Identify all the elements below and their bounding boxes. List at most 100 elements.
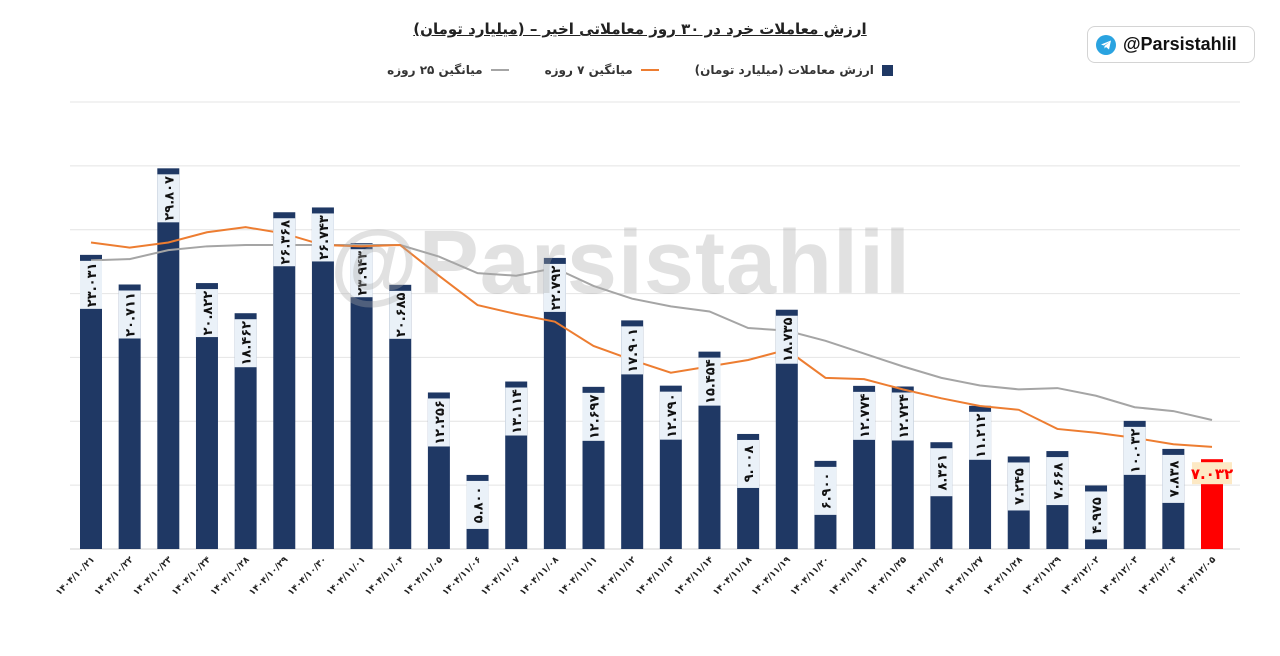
data-label-box <box>427 398 450 447</box>
data-label: ۱۲.۶۹۷ <box>588 394 603 439</box>
bar <box>234 313 257 549</box>
data-label-box <box>195 289 218 338</box>
data-label-box <box>775 315 798 364</box>
data-label: ۲۰.۷۱۱ <box>124 292 139 337</box>
bar <box>195 283 218 549</box>
bar <box>118 284 141 549</box>
data-label-box <box>814 466 837 515</box>
data-label-box <box>969 411 992 460</box>
x-tick-label: ۱۴۰۴/۱۰/۲۳ <box>132 555 175 598</box>
data-label-group: ۶.۹۰۰ <box>814 466 837 515</box>
data-label-box <box>543 263 566 312</box>
data-label-group: ۲۰.۷۱۱ <box>118 290 141 339</box>
legend: ارزش معاملات (میلیارد تومان) میانگین ۷ ر… <box>0 63 1280 77</box>
data-label: ۹.۰۰۸ <box>742 446 757 483</box>
data-label-group: ۲۳.۰۳۱ <box>80 260 102 309</box>
data-label: ۲۳.۹۴۳ <box>356 251 371 296</box>
brand-handle: @Parsistahlil <box>1123 34 1237 54</box>
legend-label: میانگین ۷ روزه <box>544 63 633 77</box>
bar <box>389 284 412 549</box>
data-label: ۱۲.۷۲۴ <box>897 394 912 439</box>
data-label-box <box>1046 457 1069 506</box>
bar <box>775 309 798 549</box>
data-label-box <box>80 260 102 309</box>
data-label: ۸.۳۶۱ <box>935 454 950 491</box>
data-label: ۲۰.۶۸۵ <box>394 292 409 337</box>
data-label: ۲۲.۷۹۲ <box>549 266 564 311</box>
data-label: ۲۰.۸۲۲ <box>201 291 216 336</box>
data-label-group: ۲۲.۷۹۲ <box>543 263 566 312</box>
x-tick-label: ۱۴۰۴/۱۰/۲۲ <box>93 555 136 598</box>
data-label-box <box>505 387 528 436</box>
data-label-box <box>157 174 180 223</box>
bar <box>621 320 644 549</box>
bar <box>273 212 296 549</box>
data-label-group: ۱۲.۶۹۷ <box>582 392 605 441</box>
legend-swatch-ma7 <box>640 69 659 71</box>
data-label: ۱۵.۴۵۴ <box>703 359 718 404</box>
data-label: ۷.۸۳۸ <box>1167 460 1182 497</box>
data-label-group: ۱۱.۲۱۲ <box>969 411 992 460</box>
data-label-box <box>389 290 412 339</box>
x-tick-label: ۱۴۰۴/۱۱/۰۱ <box>325 555 368 598</box>
x-tick-label: ۱۴۰۴/۱۰/۲۹ <box>248 555 291 598</box>
x-tick-label: ۱۴۰۴/۱۱/۱۲ <box>595 555 638 598</box>
data-label: ۱۸.۴۶۲ <box>240 321 255 366</box>
data-label-group: ۱۰.۰۳۲ <box>1123 426 1146 475</box>
data-label-group: ۱۸.۷۳۵ <box>775 315 798 364</box>
data-label-group: ۲۶.۷۴۳ <box>311 213 334 262</box>
data-label-box <box>737 439 760 488</box>
data-label-group: ۲۰.۶۸۵ <box>389 290 412 339</box>
data-label-box <box>621 326 644 375</box>
legend-item-bar: ارزش معاملات (میلیارد تومان) <box>695 63 893 77</box>
data-label-group: ۲۳.۹۴۳ <box>350 249 373 298</box>
data-label: ۲۳.۰۳۱ <box>85 263 100 308</box>
x-tick-label: ۱۴۰۴/۱۱/۰۷ <box>480 555 523 598</box>
data-label-group: ۱۲.۲۵۶ <box>427 398 450 447</box>
data-label-group: ۸.۳۶۱ <box>930 448 953 497</box>
bar <box>157 168 180 549</box>
bar <box>350 243 373 549</box>
data-label-box <box>582 392 605 441</box>
legend-item-ma7: میانگین ۷ روزه <box>545 63 659 77</box>
data-label-box <box>1192 462 1232 485</box>
data-label: ۱۸.۷۳۵ <box>781 317 796 362</box>
x-tick-label: ۱۴۰۴/۱۱/۰۴ <box>364 555 407 598</box>
data-label: ۱۱.۲۱۲ <box>974 413 989 458</box>
data-label: ۷.۶۶۸ <box>1051 463 1066 500</box>
data-label-box <box>930 448 953 497</box>
chart-title: ارزش معاملات خرد در ۳۰ روز معاملاتی اخیر… <box>0 20 1280 38</box>
x-tick-label: ۱۴۰۴/۱۱/۰۶ <box>441 555 484 598</box>
chart-title-text: ارزش معاملات خرد در ۳۰ روز معاملاتی اخیر… <box>413 20 867 38</box>
data-label-group: ۱۲.۷۲۴ <box>891 392 914 441</box>
data-label: ۱۷.۹۰۱ <box>626 328 641 373</box>
data-label-group: ۱۲.۷۹۰ <box>659 391 682 440</box>
data-label-group: ۱۵.۴۵۴ <box>698 357 721 406</box>
x-tick-label: ۱۴۰۴/۱۱/۰۸ <box>518 555 561 598</box>
data-label-box <box>1007 462 1030 511</box>
data-label: ۷.۰۳۲ <box>1191 465 1233 483</box>
data-label-box <box>1162 454 1185 503</box>
x-tick-label: ۱۴۰۴/۱۰/۲۸ <box>209 555 252 598</box>
bar <box>80 254 102 550</box>
x-tick-label: ۱۴۰۴/۱۱/۱۱ <box>557 555 600 598</box>
data-label-group: ۱۸.۴۶۲ <box>234 319 257 368</box>
bar <box>311 207 334 550</box>
x-tick-label: ۱۴۰۴/۱۲/۰۲ <box>1059 555 1102 598</box>
data-label-group: ۴.۹۷۵ <box>1085 491 1108 540</box>
data-label-group: ۵.۸۰۰ <box>466 480 489 529</box>
telegram-icon <box>1096 34 1116 55</box>
x-tick-label: ۱۴۰۴/۱۱/۲۷ <box>943 555 986 598</box>
data-label-box <box>1085 491 1108 540</box>
data-label-box <box>659 391 682 440</box>
data-label-box <box>891 392 914 441</box>
legend-label: میانگین ۲۵ روزه <box>387 63 483 77</box>
brand-badge[interactable]: @Parsistahlil <box>1087 26 1255 63</box>
data-label: ۴.۹۷۵ <box>1090 497 1105 534</box>
data-label: ۱۰.۰۳۲ <box>1129 429 1144 474</box>
data-label-box <box>350 249 373 298</box>
data-label: ۲۶.۳۶۸ <box>278 220 293 265</box>
data-label-box <box>853 391 876 440</box>
data-label-group: ۱۷.۹۰۱ <box>621 326 644 375</box>
